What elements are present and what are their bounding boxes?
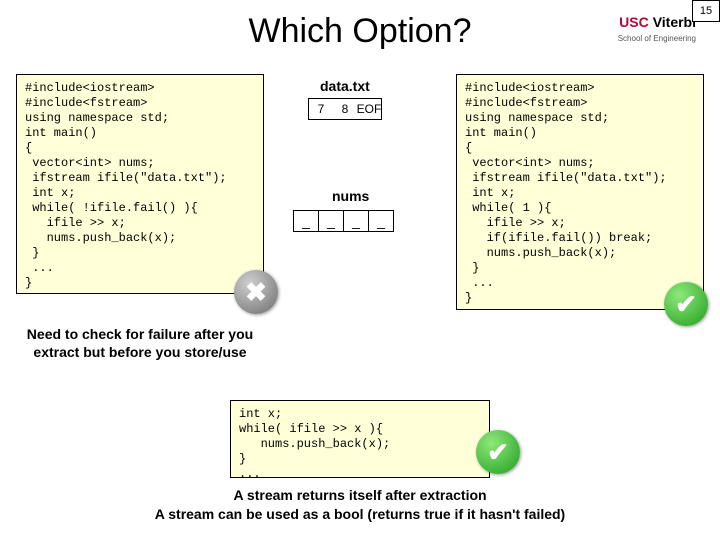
data-cell: EOF: [357, 99, 381, 119]
nums-cell: _: [293, 210, 319, 232]
check-icon: ✔: [476, 430, 520, 474]
code-left: #include<iostream> #include<fstream> usi…: [16, 74, 264, 294]
slide-title: Which Option?: [0, 12, 720, 51]
data-file-cells: 7 8 EOF: [308, 98, 382, 120]
code-bottom: int x; while( ifile >> x ){ nums.push_ba…: [230, 400, 490, 478]
nums-label: nums: [332, 188, 369, 204]
bottom-line-2: A stream can be used as a bool (returns …: [0, 505, 720, 524]
slide: 15 USC Viterbi School of Engineering Whi…: [0, 0, 720, 540]
x-icon: ✖: [234, 270, 278, 314]
data-cell: 7: [309, 99, 333, 119]
top-bar: [0, 0, 720, 8]
bottom-text: A stream returns itself after extraction…: [0, 486, 720, 524]
need-check-text: Need to check for failure after you extr…: [10, 326, 270, 361]
bottom-line-1: A stream returns itself after extraction: [0, 486, 720, 505]
data-cell: 8: [333, 99, 357, 119]
nums-cells: _ _ _ _: [294, 210, 394, 232]
code-right: #include<iostream> #include<fstream> usi…: [456, 74, 704, 310]
nums-cell: _: [343, 210, 369, 232]
nums-cell: _: [318, 210, 344, 232]
nums-cell: _: [368, 210, 394, 232]
data-file-label: data.txt: [320, 78, 370, 94]
page-number: 15: [692, 0, 720, 22]
check-icon: ✔: [664, 282, 708, 326]
